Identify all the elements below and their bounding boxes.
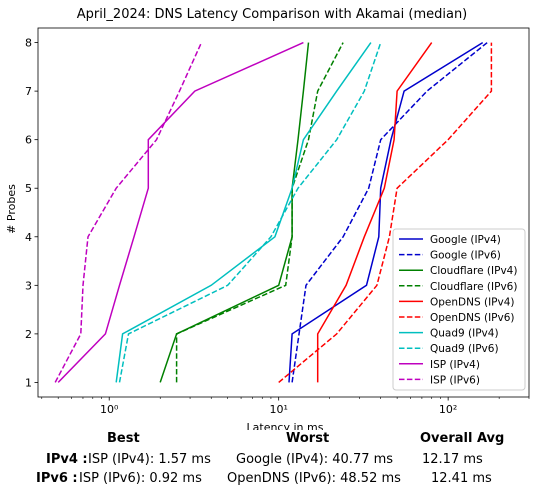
summary-row-ipv6-label: IPv6 : [36,471,78,486]
series-line-6 [115,42,372,383]
summary-row-ipv4-best: ISP (IPv4): 1.57 ms [88,452,211,467]
series-line-9 [54,42,203,383]
series-line-5 [278,42,493,383]
x-axis-label: Latency in ms [247,421,324,430]
latency-chart: April_2024: DNS Latency Comparison with … [5,7,530,430]
summary-row-ipv4-avg: 12.17 ms [422,452,483,467]
summary-row-ipv4-worst: Google (IPv4): 40.77 ms [236,452,394,467]
x-tick-label-1: 10¹ [269,403,287,416]
y-tick-label-0: 1 [25,376,32,389]
summary-row-ipv4-label: IPv4 : [46,452,88,467]
summary-row-ipv6-avg: 12.41 ms [431,471,492,486]
legend-label-6: Quad9 (IPv4) [430,328,499,340]
y-axis-label: # Probes [5,184,18,234]
series-line-3 [175,42,344,383]
legend-label-5: OpenDNS (IPv6) [430,312,515,324]
y-tick-label-7: 8 [25,37,32,50]
summary-header-avg: Overall Avg [420,431,505,446]
chart-title: April_2024: DNS Latency Comparison with … [77,7,468,22]
series-line-4 [316,42,433,383]
legend-label-4: OpenDNS (IPv4) [430,296,515,308]
y-tick-label-2: 3 [25,279,32,292]
series-line-1 [291,42,488,383]
series-layer [54,41,493,383]
legend-label-1: Google (IPv6) [430,250,501,262]
y-tick-label-5: 6 [25,134,32,147]
legend-box [392,228,526,391]
y-tick-label-3: 4 [25,231,32,244]
summary-header-best: Best [107,431,140,446]
y-tick-label-4: 5 [25,182,32,195]
axes-layer: 1 2 3 4 5 6 7 8 10⁰ 10¹ 10² [25,27,530,416]
summary-row-ipv6-best: ISP (IPv6): 0.92 ms [79,471,202,486]
series-line-0 [288,41,484,383]
series-line-7 [118,42,382,383]
legend-label-9: ISP (IPv6) [430,374,480,386]
series-line-8 [57,41,304,383]
x-tick-label-2: 10² [439,403,457,416]
summary-row-ipv6-worst: OpenDNS (IPv6): 48.52 ms [227,471,401,486]
legend-label-0: Google (IPv4) [430,234,501,246]
summary-header-worst: Worst [286,431,330,446]
x-tick-label-0: 10⁰ [100,403,119,416]
legend: Google (IPv4) Google (IPv6) Cloudflare (IP… [392,228,526,391]
plot-frame [37,27,530,398]
y-tick-label-6: 7 [25,85,32,98]
legend-label-3: Cloudflare (IPv6) [430,281,517,293]
legend-label-7: Quad9 (IPv6) [430,343,499,355]
legend-label-2: Cloudflare (IPv4) [430,265,517,277]
y-tick-label-1: 2 [25,328,32,341]
legend-label-8: ISP (IPv4) [430,359,480,371]
